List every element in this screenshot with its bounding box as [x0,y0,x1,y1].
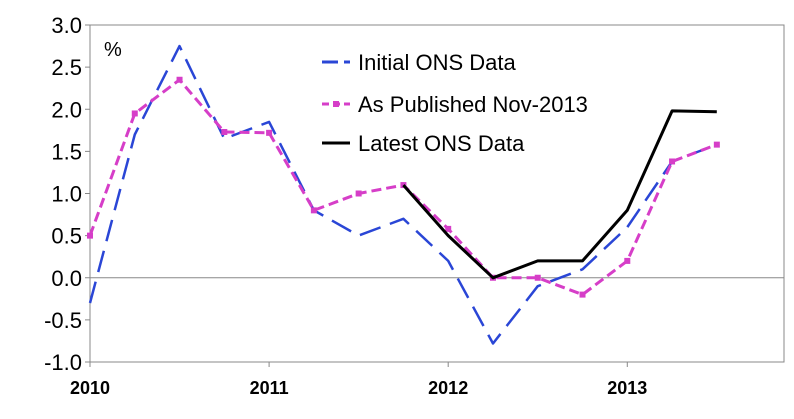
series-point [579,291,586,298]
y-tick-label: 2.0 [51,97,82,122]
y-tick-label: 0.0 [51,266,82,291]
y-tick-label: 3.0 [51,13,82,38]
legend: Initial ONS Data As Published Nov-2013 Lat… [322,50,588,156]
series-point [131,110,138,117]
y-tick-label: -0.5 [44,308,82,333]
series-point [310,207,317,214]
series-point [87,232,93,239]
x-tick-label: 2010 [70,378,110,398]
series-point [266,129,273,136]
series-lines [87,44,720,345]
series-point [400,182,407,189]
y-tick-label: 1.0 [51,182,82,207]
series-point [624,257,631,264]
series-point [355,190,362,197]
legend-marker [333,101,339,107]
unit-label: % [104,39,122,61]
series-line-3 [402,109,717,280]
legend-label: Latest ONS Data [358,131,525,156]
y-tick-label: -1.0 [44,350,82,375]
series-point [713,141,720,148]
series-point [176,76,183,83]
series-line-1 [88,44,718,345]
series-point [445,225,452,232]
series-point [221,128,228,135]
y-tick-label: 2.5 [51,55,82,80]
x-axis-ticks: 2010 2011 2012 2013 [70,362,647,398]
series-point [534,274,541,281]
x-tick-label: 2012 [428,378,468,398]
series-point [669,158,676,165]
legend-label: As Published Nov-2013 [358,92,588,117]
x-tick-label: 2013 [607,378,647,398]
y-axis-ticks: 3.0 2.5 2.0 1.5 1.0 0.5 0.0 -0.5 -1.0 [44,13,90,375]
x-tick-label: 2011 [250,378,289,398]
y-tick-label: 0.5 [51,224,82,249]
y-tick-label: 1.5 [51,139,82,164]
legend-label: Initial ONS Data [358,50,516,75]
